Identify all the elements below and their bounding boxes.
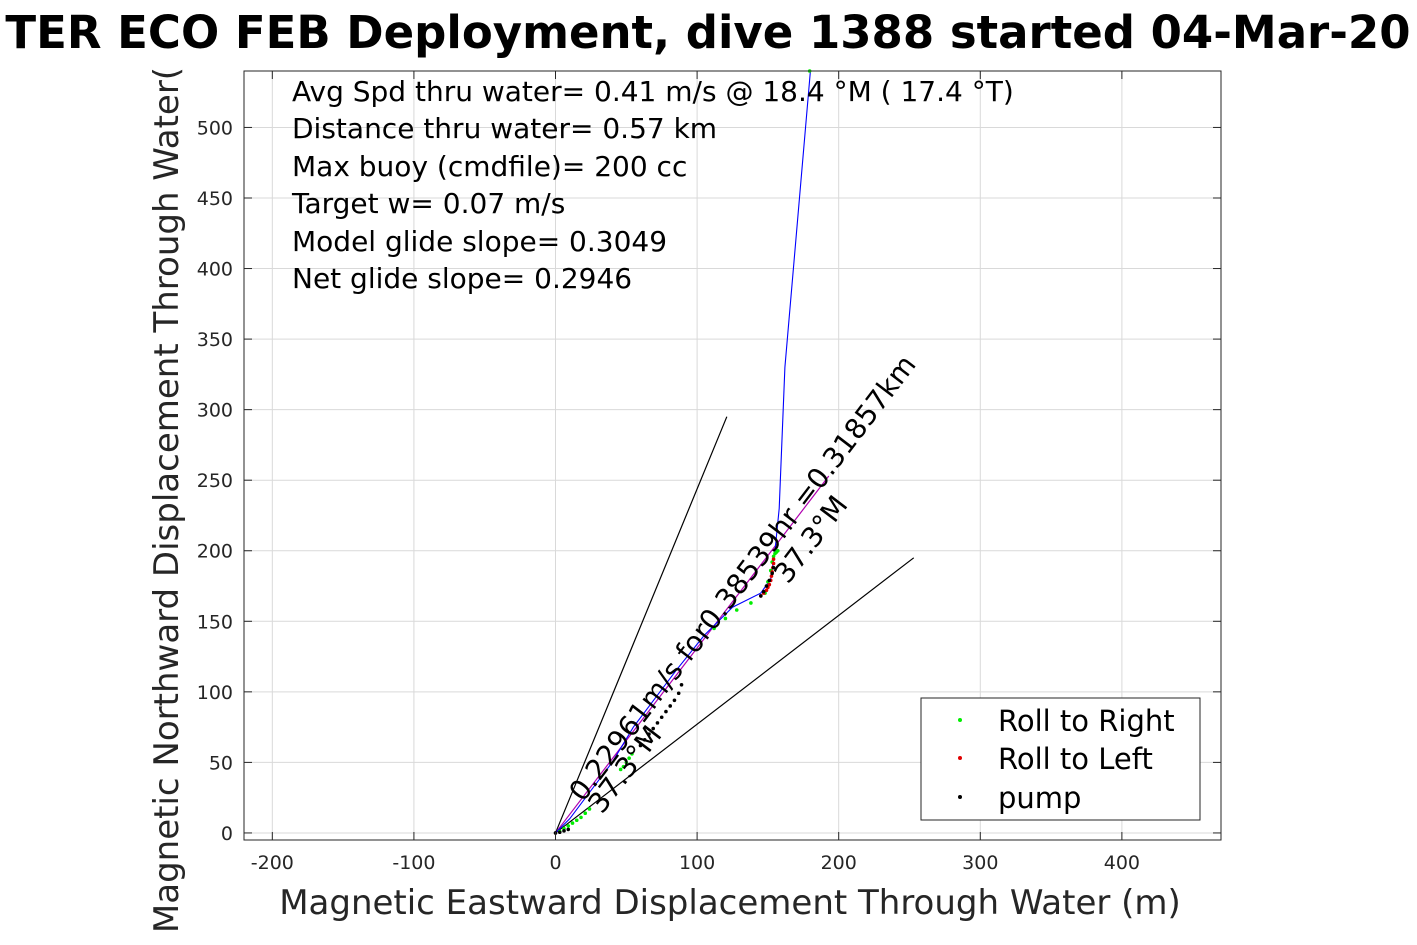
point-roll-to-right bbox=[624, 760, 629, 765]
annotation-model-glide: Model glide slope= 0.3049 bbox=[292, 225, 667, 258]
point-pump bbox=[638, 743, 643, 748]
point-roll-to-right bbox=[771, 554, 776, 559]
y-tick-label: 500 bbox=[197, 117, 233, 139]
point-pump bbox=[557, 830, 562, 835]
point-roll-to-right bbox=[574, 818, 579, 823]
track-line-group bbox=[555, 70, 811, 834]
y-axis-label: Magnetic Northward Displacement Through … bbox=[147, 67, 187, 933]
series-markers bbox=[553, 69, 812, 835]
annotation-avg-speed: Avg Spd thru water= 0.41 m/s @ 18.4 °M (… bbox=[292, 75, 1014, 108]
legend-label-roll-right: Roll to Right bbox=[998, 704, 1175, 738]
axis-ticks: -200 -100 0 100 200 300 400 0 50 100 150 200 250 300 3… bbox=[197, 71, 1221, 874]
point-pump bbox=[771, 565, 776, 570]
point-pump bbox=[651, 726, 656, 731]
y-tick-label: 450 bbox=[197, 188, 233, 210]
y-tick-label: 250 bbox=[197, 470, 233, 492]
heading-line-0 bbox=[554, 416, 728, 834]
point-roll-to-left bbox=[769, 574, 774, 578]
y-tick-label: 150 bbox=[197, 611, 233, 633]
y-tick-label: 50 bbox=[209, 752, 233, 774]
point-pump bbox=[659, 715, 664, 720]
y-tick-label: 300 bbox=[197, 400, 233, 422]
heading-lines bbox=[554, 416, 915, 834]
point-pump bbox=[764, 584, 769, 588]
point-roll-to-right bbox=[712, 626, 716, 631]
point-roll-to-left bbox=[771, 557, 776, 562]
x-tick-label: 0 bbox=[549, 852, 561, 874]
legend-marker-roll-right bbox=[958, 718, 962, 722]
point-roll-to-right bbox=[630, 752, 634, 756]
x-tick-label: -100 bbox=[392, 852, 435, 874]
y-tick-label: 200 bbox=[197, 541, 233, 563]
point-roll-to-right bbox=[566, 824, 571, 828]
point-roll-to-right bbox=[587, 807, 592, 811]
point-pump bbox=[655, 721, 660, 725]
x-tick-label: 300 bbox=[962, 852, 998, 874]
point-roll-to-right bbox=[583, 811, 588, 815]
point-pump bbox=[770, 571, 774, 576]
point-pump bbox=[767, 578, 772, 583]
point-roll-to-right bbox=[621, 764, 626, 769]
point-roll-to-right bbox=[579, 815, 583, 820]
legend-marker-roll-left bbox=[958, 756, 962, 760]
legend: Roll to Right Roll to Left pump bbox=[920, 697, 1201, 821]
point-pump bbox=[566, 827, 571, 832]
x-tick-label: 400 bbox=[1104, 852, 1140, 874]
point-roll-to-left bbox=[764, 588, 769, 593]
point-pump bbox=[647, 732, 651, 736]
point-pump bbox=[672, 698, 677, 703]
annotation-max-buoy: Max buoy (cmdfile)= 200 cc bbox=[292, 150, 687, 183]
point-pump bbox=[668, 704, 672, 708]
x-tick-label: 200 bbox=[821, 852, 857, 874]
annotation-distance: Distance thru water= 0.57 km bbox=[292, 112, 717, 145]
point-pump bbox=[562, 829, 566, 833]
legend-label-roll-left: Roll to Left bbox=[998, 742, 1153, 776]
legend-label-pump: pump bbox=[998, 781, 1081, 815]
point-roll-to-right bbox=[776, 548, 780, 553]
chart-title: TER ECO FEB Deployment, dive 1388 starte… bbox=[5, 6, 1410, 59]
point-pump bbox=[642, 738, 647, 742]
point-roll-to-right bbox=[570, 821, 575, 825]
grid bbox=[244, 71, 1221, 840]
legend-box bbox=[920, 697, 1201, 821]
x-axis-label: Magnetic Eastward Displacement Through W… bbox=[279, 883, 1181, 923]
y-tick-label: 400 bbox=[197, 259, 233, 281]
stats-annotations: Avg Spd thru water= 0.41 m/s @ 18.4 °M (… bbox=[291, 75, 1014, 295]
point-roll-to-right bbox=[618, 767, 623, 772]
point-roll-to-right bbox=[723, 616, 728, 621]
annotation-net-glide: Net glide slope= 0.2946 bbox=[292, 262, 632, 295]
point-roll-to-left bbox=[767, 582, 772, 587]
point-pump bbox=[676, 691, 681, 696]
x-tick-label: -200 bbox=[251, 852, 294, 874]
plot-frame bbox=[243, 70, 1222, 841]
legend-marker-pump bbox=[958, 795, 962, 799]
point-pump bbox=[679, 682, 684, 687]
point-roll-to-right bbox=[749, 601, 753, 605]
y-tick-label: 350 bbox=[197, 329, 233, 351]
point-roll-to-left bbox=[771, 561, 776, 566]
y-tick-label: 100 bbox=[197, 682, 233, 704]
x-tick-label: 100 bbox=[679, 852, 715, 874]
point-roll-to-right bbox=[734, 608, 739, 612]
point-pump bbox=[664, 709, 668, 714]
point-pump bbox=[759, 594, 763, 598]
heading-line-1 bbox=[555, 557, 915, 834]
point-pump bbox=[761, 589, 766, 594]
annotation-target-w: Target w= 0.07 m/s bbox=[291, 187, 565, 220]
point-roll-to-right bbox=[627, 756, 631, 760]
track-line bbox=[555, 70, 811, 834]
heading-line-2 bbox=[555, 475, 830, 834]
y-tick-label: 0 bbox=[221, 823, 233, 845]
